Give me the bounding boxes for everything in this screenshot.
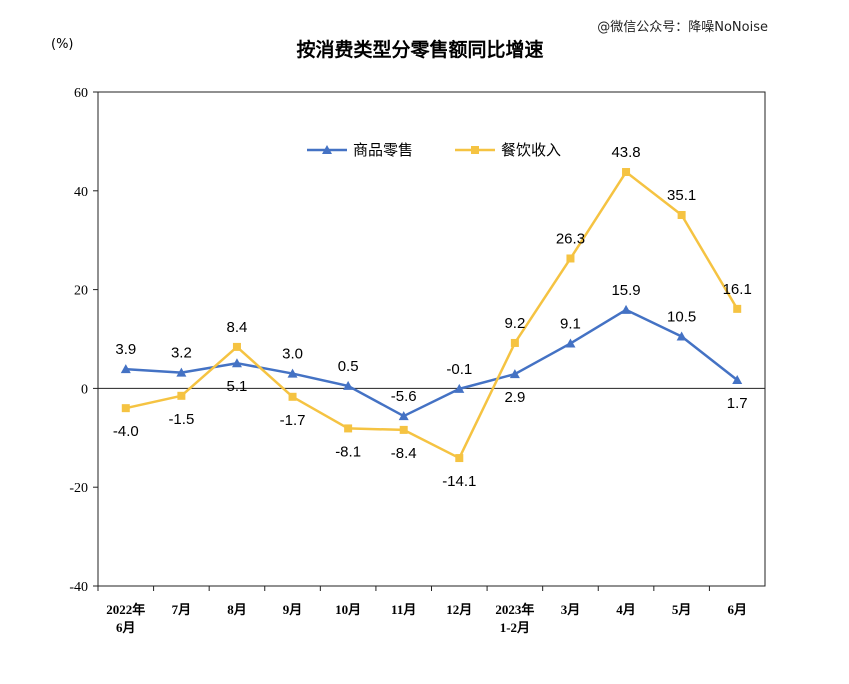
x-tick-label: 11月	[391, 602, 416, 617]
data-label: 2.9	[504, 389, 525, 406]
legend-marker-2	[471, 146, 479, 154]
x-tick-label: 6月	[727, 602, 747, 617]
legend-label-2: 餐饮收入	[501, 141, 561, 159]
data-label: -8.1	[335, 443, 361, 460]
y-unit-label: (%)	[51, 37, 74, 52]
data-label: 8.4	[227, 319, 248, 336]
data-point-marker	[398, 411, 409, 421]
data-label: -1.5	[168, 411, 194, 428]
data-label: 3.9	[115, 341, 136, 358]
data-label: 10.5	[667, 309, 696, 326]
y-axis: -40 -20 0 20 40 60	[69, 86, 98, 595]
data-point-marker	[455, 454, 464, 463]
data-point-marker	[732, 375, 743, 385]
legend-marker-1	[322, 145, 332, 154]
data-point-marker	[344, 424, 353, 433]
data-point-marker	[232, 342, 241, 351]
watermark: @微信公众号：降噪NoNoise	[597, 20, 768, 35]
data-point-marker	[566, 254, 575, 263]
data-point-marker	[231, 358, 242, 368]
x-axis: 2022年 6月 7月 8月 9月 10月 11月 12月 2023年 1-2月 3月 4月 5月 6月	[97, 586, 747, 635]
data-label: 3.2	[171, 345, 192, 362]
series-line-1	[125, 308, 738, 418]
x-tick-label: 4月	[616, 602, 636, 617]
data-label: 9.1	[560, 315, 581, 332]
data-point-marker	[343, 380, 354, 390]
legend: 商品零售 餐饮收入	[307, 141, 561, 159]
chart-title: 按消费类型分零售额同比增速	[296, 38, 543, 61]
data-point-marker	[733, 304, 742, 313]
data-label: -5.6	[391, 388, 417, 405]
data-point-marker	[677, 211, 686, 220]
data-point-marker	[399, 425, 408, 434]
data-label: 35.1	[667, 187, 696, 204]
data-label: 5.1	[227, 378, 248, 395]
data-label: 15.9	[611, 282, 640, 299]
legend-label-1: 商品零售	[353, 141, 413, 159]
series-group	[120, 168, 743, 463]
y-tick-label: 60	[74, 86, 88, 101]
data-point-marker	[287, 368, 298, 378]
y-tick-label: 0	[81, 382, 88, 397]
data-label: 16.1	[723, 281, 752, 298]
data-point-marker	[510, 338, 519, 347]
x-tick-label: 7月	[172, 602, 192, 617]
y-tick-label: -40	[69, 580, 88, 595]
data-point-marker	[454, 383, 465, 393]
data-point-marker	[622, 168, 631, 177]
data-point-marker	[177, 391, 186, 400]
y-tick-label: 40	[74, 185, 88, 200]
x-tick-label: 3月	[561, 602, 581, 617]
y-tick-label: 20	[74, 284, 88, 299]
data-point-marker	[676, 331, 687, 341]
data-point-marker	[176, 367, 187, 377]
y-tick-label: -20	[69, 481, 88, 496]
x-tick-label: 5月	[672, 602, 692, 617]
data-label: 1.7	[727, 395, 748, 412]
data-label: 43.8	[611, 144, 640, 161]
data-label: -1.7	[280, 412, 306, 429]
data-labels: 3.9 3.2 5.1 3.0 0.5 -5.6 -0.1 2.9 9.1 15.9 10.5 1.7…	[113, 144, 752, 490]
data-label: -14.1	[442, 473, 476, 490]
x-tick-label: 9月	[283, 602, 303, 617]
x-tick-label: 2022年 6月	[106, 602, 145, 635]
data-label: 26.3	[556, 230, 585, 247]
x-tick-label: 8月	[227, 602, 247, 617]
data-label: -0.1	[446, 361, 472, 378]
data-point-marker	[509, 369, 520, 379]
x-tick-label: 10月	[335, 602, 361, 617]
plot-area	[97, 91, 766, 587]
data-label: 0.5	[338, 358, 359, 375]
data-point-marker	[565, 338, 576, 348]
data-point-marker	[288, 392, 297, 401]
x-tick-label: 12月	[446, 602, 472, 617]
data-point-marker	[121, 404, 130, 413]
series-line-2	[125, 170, 739, 460]
data-label: -4.0	[113, 423, 139, 440]
x-tick-label: 2023年 1-2月	[495, 602, 534, 635]
data-label: -8.4	[391, 445, 417, 462]
data-point-marker	[621, 304, 632, 314]
data-point-marker	[120, 364, 131, 374]
data-label: 3.0	[282, 346, 303, 363]
data-label: 9.2	[504, 315, 525, 332]
